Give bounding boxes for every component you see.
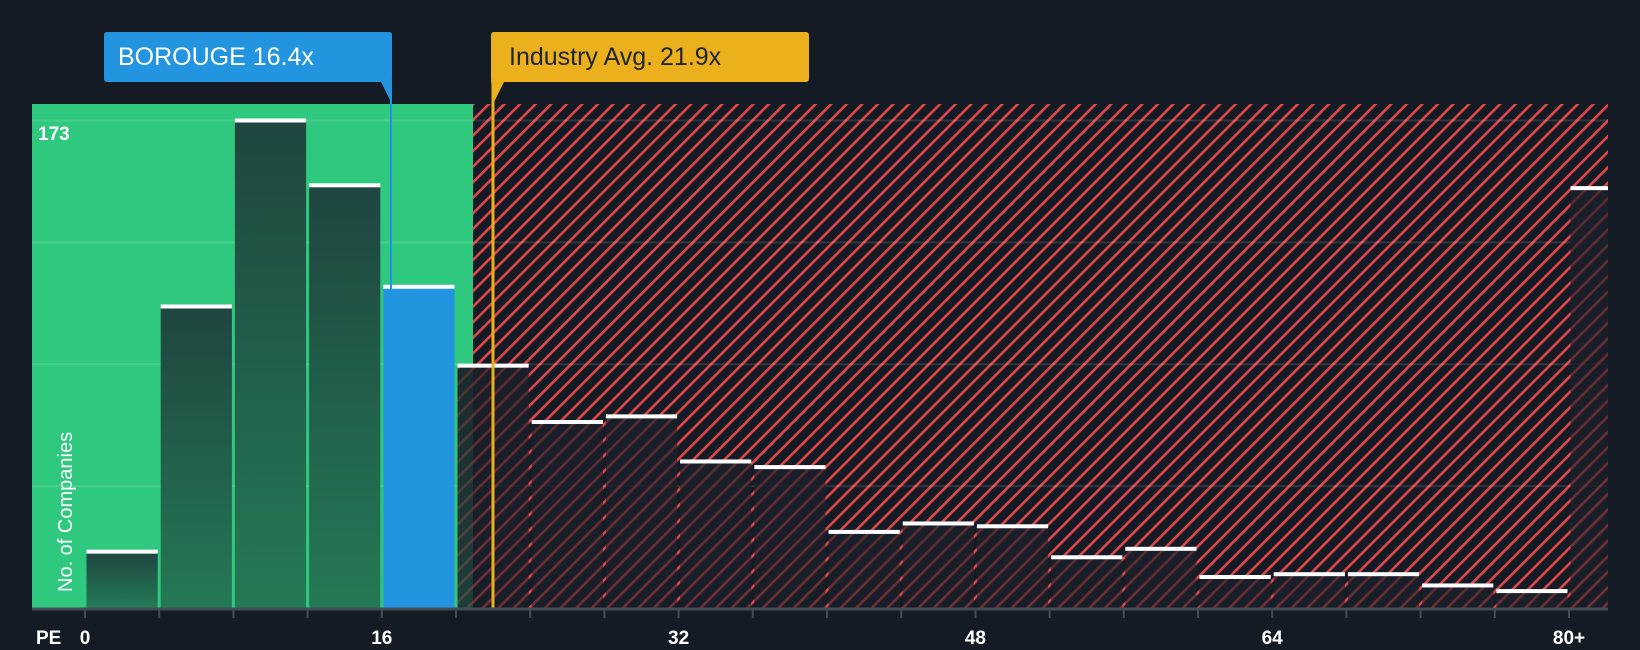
bar-top-cap bbox=[1422, 583, 1494, 588]
y-max-label: 173 bbox=[38, 124, 70, 145]
bar-top-cap bbox=[1199, 575, 1271, 580]
bar-top-cap bbox=[754, 465, 826, 470]
bar-top-cap bbox=[902, 521, 974, 526]
bar-hatch bbox=[902, 523, 974, 608]
bar-top-cap bbox=[1273, 572, 1345, 577]
bar-top-cap bbox=[383, 284, 455, 289]
bar-hatch bbox=[1125, 548, 1197, 608]
industry-callout-pointer bbox=[491, 80, 505, 104]
bar-hatch bbox=[680, 461, 752, 608]
bar-hatch bbox=[976, 526, 1049, 608]
bar-hatch bbox=[1273, 574, 1345, 608]
x-tick-label: 48 bbox=[964, 628, 986, 649]
industry-avg-label: Industry Avg. 21.9x bbox=[509, 43, 722, 71]
industry-avg-callout: Industry Avg. 21.9x bbox=[491, 32, 809, 82]
bar-hatch bbox=[1199, 577, 1271, 608]
bar-top-cap bbox=[531, 420, 603, 425]
x-tick-label: 32 bbox=[668, 628, 690, 649]
bar-hatch bbox=[1570, 188, 1608, 608]
histogram-bar bbox=[234, 120, 307, 608]
bar-top-cap bbox=[828, 529, 900, 534]
bar-top-cap bbox=[1496, 589, 1568, 594]
x-tick-label: 16 bbox=[371, 628, 393, 649]
x-tick-label: 80+ bbox=[1552, 628, 1586, 649]
bar-top-cap bbox=[605, 414, 678, 419]
bar-hatch bbox=[1496, 591, 1568, 608]
bar-hatch bbox=[828, 531, 900, 608]
histogram-bar bbox=[309, 185, 381, 608]
bar-top-cap bbox=[234, 118, 307, 123]
bar-top-cap bbox=[680, 459, 752, 464]
bar-top-cap bbox=[309, 183, 381, 188]
company-pe-callout: BOROUGE 16.4x bbox=[104, 32, 392, 82]
bar-hatch bbox=[531, 422, 603, 608]
x-axis-prefix: PE bbox=[36, 628, 62, 649]
bar-hatch bbox=[1422, 585, 1494, 608]
histogram-bar bbox=[383, 286, 455, 608]
bar-top-cap bbox=[1347, 572, 1420, 577]
bar-hatch bbox=[605, 416, 678, 608]
y-axis-title: No. of Companies bbox=[55, 431, 77, 592]
bar-top-cap bbox=[1125, 546, 1197, 551]
bar-top-cap bbox=[160, 304, 232, 309]
bar-hatch bbox=[754, 467, 826, 608]
bar-top-cap bbox=[86, 549, 158, 554]
x-tick-label: 0 bbox=[79, 628, 91, 649]
bar-top-cap bbox=[1570, 186, 1608, 191]
bar-top-cap bbox=[976, 524, 1049, 529]
company-pe-label: BOROUGE 16.4x bbox=[118, 43, 314, 71]
bar-hatch bbox=[1347, 574, 1420, 608]
x-tick-label: 64 bbox=[1261, 628, 1283, 649]
histogram-bar bbox=[86, 551, 158, 608]
bar-hatch bbox=[1051, 557, 1123, 608]
histogram-bar bbox=[160, 306, 232, 608]
bar-top-cap bbox=[1051, 555, 1123, 560]
company-callout-pointer bbox=[380, 80, 392, 104]
